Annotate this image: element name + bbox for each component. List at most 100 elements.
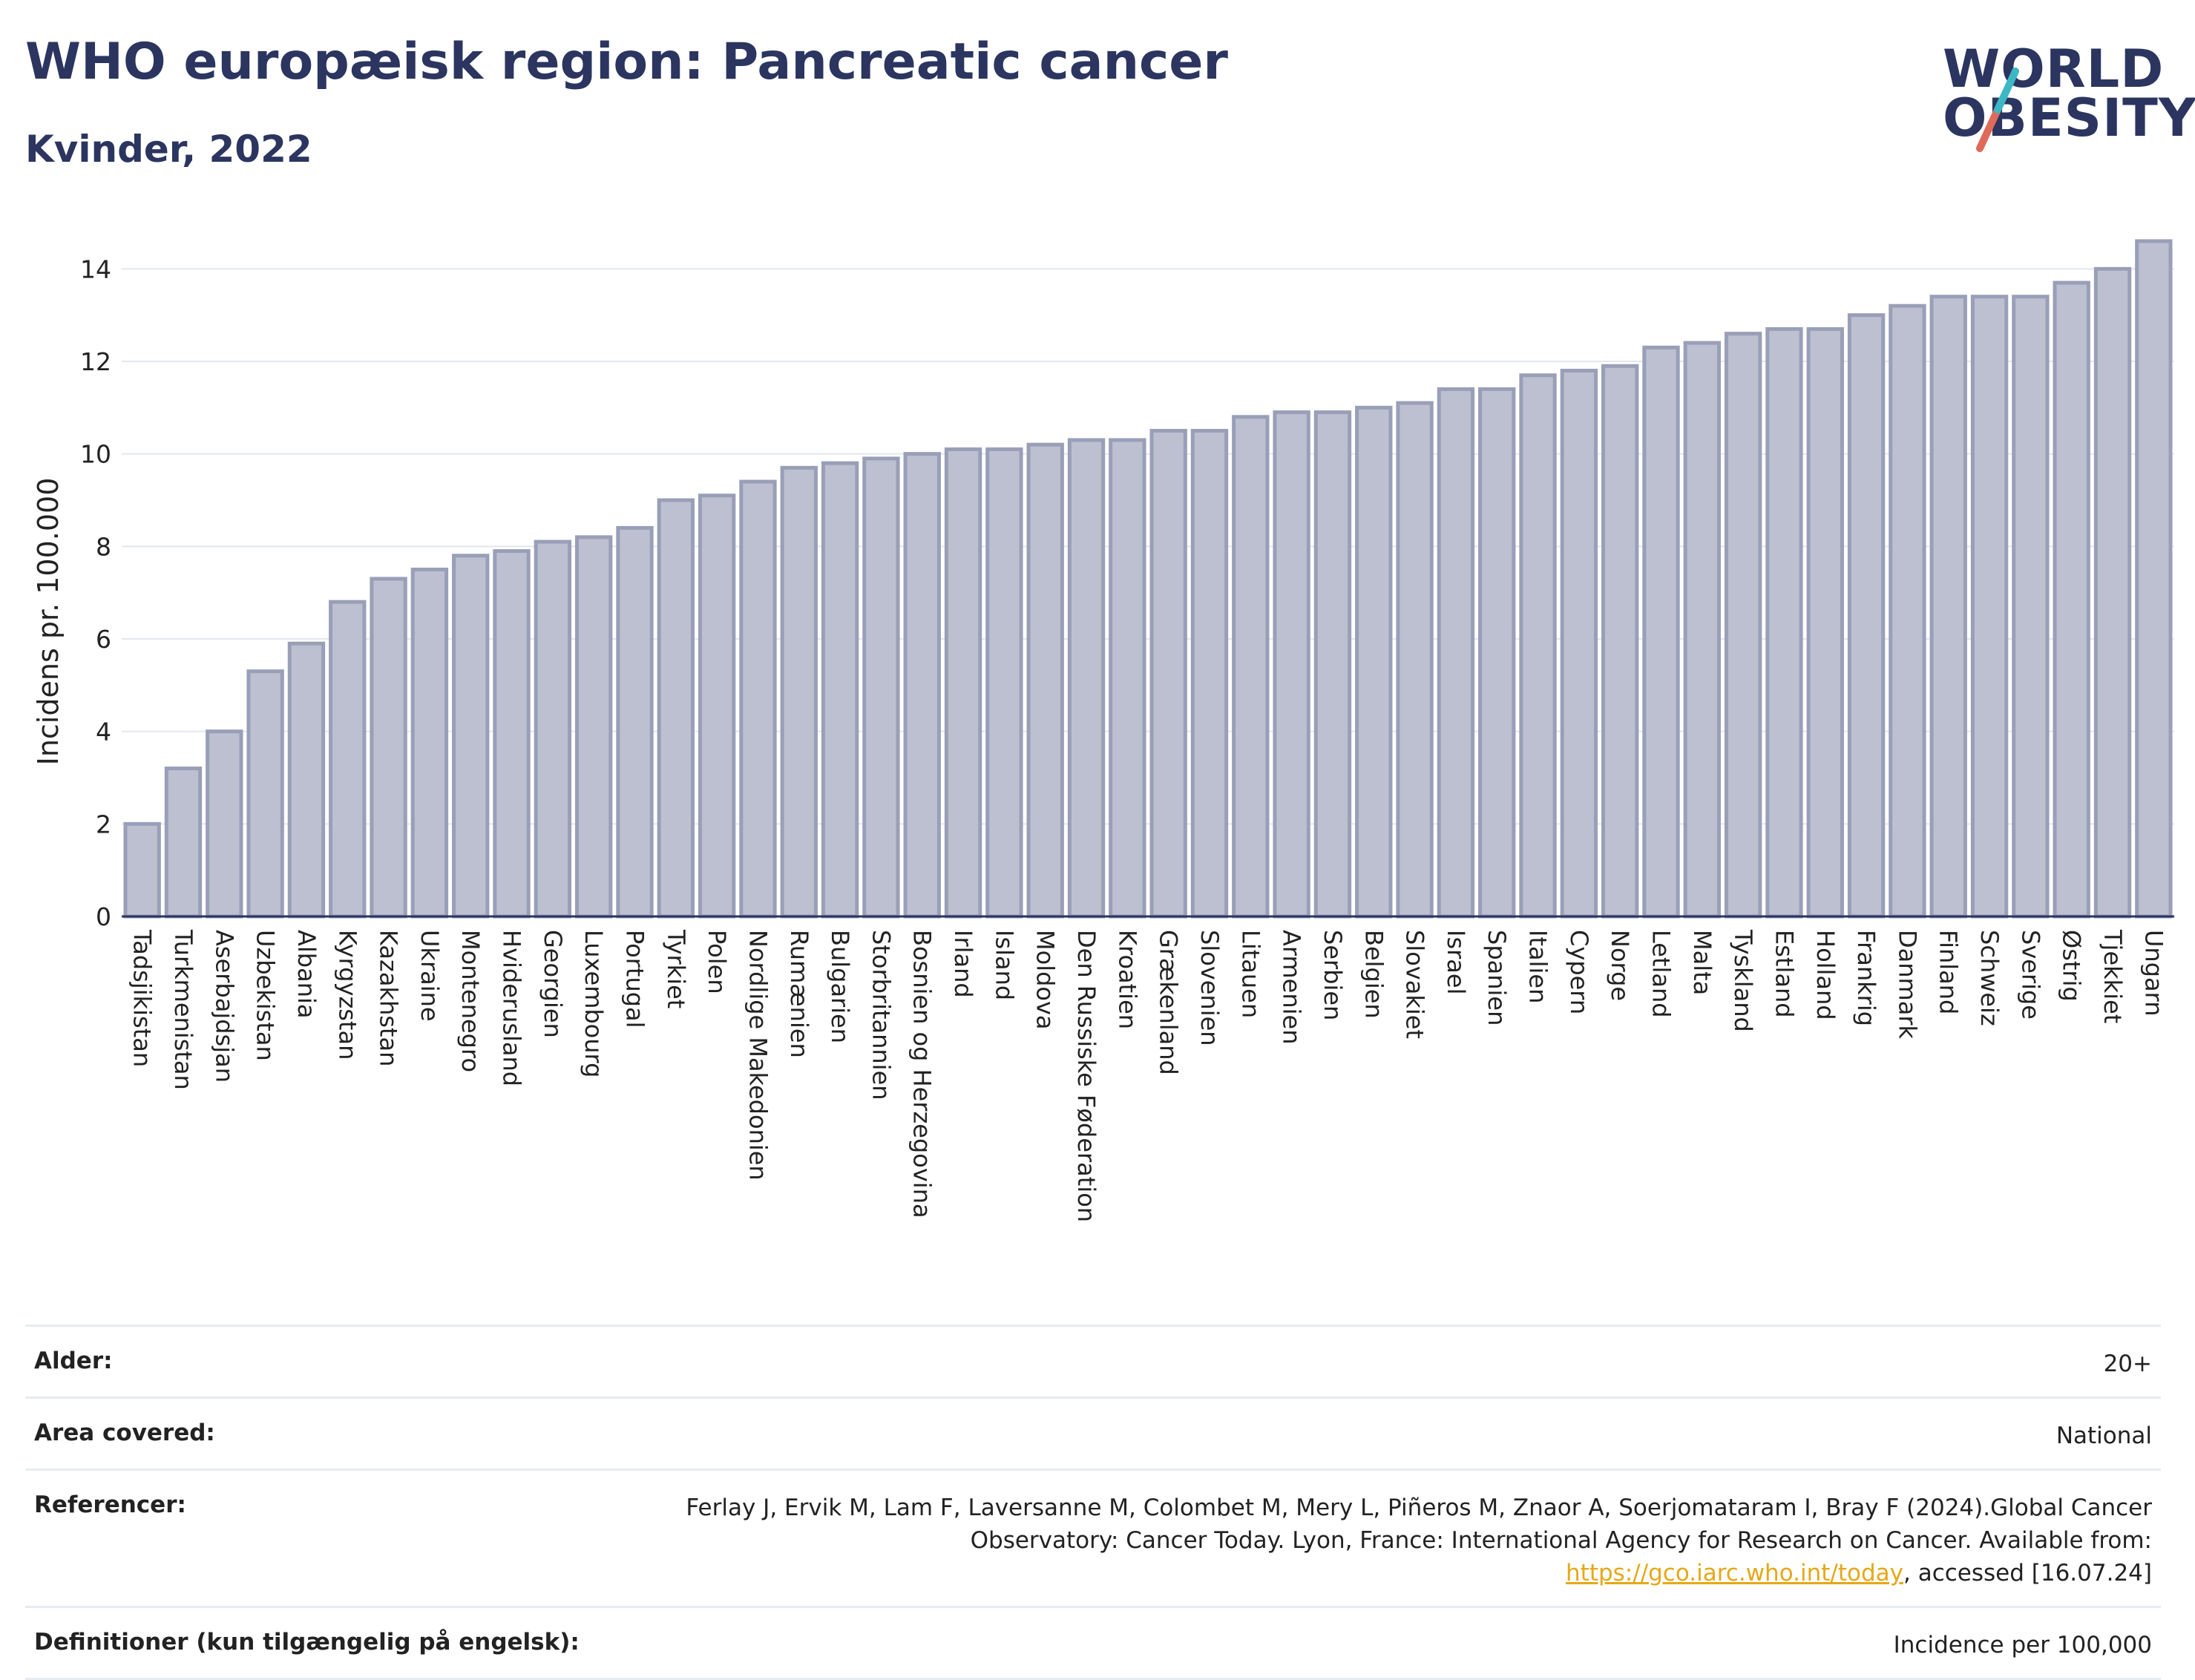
bar	[1437, 387, 1475, 919]
bar	[862, 456, 900, 919]
x-tick-label: Danmark	[1893, 930, 1921, 1039]
reference-link[interactable]: https://gco.iarc.who.int/today	[1566, 1560, 1903, 1587]
meta-row-age: Alder: 20+	[25, 1325, 2161, 1397]
x-tick-label: Tadsjikistan	[128, 929, 157, 1067]
bar	[1355, 405, 1393, 919]
bar	[534, 539, 572, 919]
bar	[1026, 442, 1064, 919]
bar	[206, 729, 243, 919]
meta-label-definitions: Definitioner (kun tilgængelig på engelsk…	[34, 1629, 580, 1656]
bar	[1847, 313, 1886, 919]
bar	[985, 447, 1023, 919]
x-tick-label: Kyrgyzstan	[333, 930, 361, 1060]
x-tick-label: Malta	[1688, 930, 1716, 995]
bar	[493, 549, 531, 919]
y-tick-label: 0	[96, 902, 111, 931]
bar	[1519, 373, 1557, 919]
bar	[164, 767, 203, 919]
x-tick-label: Montenegro	[456, 930, 485, 1072]
x-tick-label: Uzbekistan	[252, 930, 280, 1061]
x-tick-label: Kazakhstan	[375, 930, 403, 1066]
bar	[123, 821, 161, 919]
bar	[1560, 368, 1598, 919]
x-tick-label: Den Russiske Føderation	[1072, 930, 1100, 1222]
x-tick-label: Kroatien	[1113, 930, 1141, 1029]
bar	[1478, 387, 1516, 919]
x-tick-label: Hviderusland	[498, 930, 526, 1086]
bar	[452, 554, 490, 919]
bar	[944, 447, 982, 919]
bar	[1067, 438, 1106, 919]
x-tick-label: Bulgarien	[826, 930, 854, 1043]
bars	[123, 239, 2173, 919]
bar	[574, 535, 613, 919]
x-tick-label: Rumænien	[785, 930, 813, 1058]
x-axis-labels: Tadsjikistan Turkmenistan Aserbajdsjan Uzbe…	[128, 929, 2168, 1222]
x-tick-label: Serbien	[1319, 930, 1347, 1020]
bar	[246, 669, 284, 919]
reference-text: Ferlay J, Ervik M, Lam F, Laversanne M, …	[686, 1494, 2152, 1554]
x-tick-label: Albania	[292, 930, 321, 1018]
x-tick-label: Georgien	[539, 930, 567, 1038]
bar	[2093, 266, 2132, 919]
x-tick-label: Nordlige Makedonien	[744, 930, 772, 1181]
x-tick-label: Letland	[1647, 930, 1676, 1018]
bar	[780, 465, 818, 919]
meta-value-references: Ferlay J, Ervik M, Lam F, Laversanne M, …	[623, 1492, 2152, 1589]
logo-slash-icon	[1976, 68, 2019, 152]
bar-chart: 0 2 4 6 8 10 12 14 Tadsjikistan Turkmenistan Aser…	[32, 239, 2174, 1222]
meta-label-age: Alder:	[34, 1348, 113, 1374]
x-tick-label: Island	[990, 930, 1018, 1000]
logo-word-world: WORLD	[1943, 39, 2165, 99]
meta-row-area: Area covered: National	[25, 1397, 2161, 1469]
bar	[1601, 364, 1639, 919]
bar	[1929, 295, 1967, 919]
bar	[2135, 239, 2173, 919]
bar	[287, 641, 326, 919]
bar	[657, 498, 695, 919]
x-tick-label: Frankrig	[1852, 930, 1880, 1026]
bar	[616, 525, 654, 919]
bar	[698, 493, 736, 919]
y-tick-label: 6	[96, 625, 111, 654]
x-tick-label: Litauen	[1236, 930, 1264, 1018]
bar	[903, 452, 941, 919]
x-tick-label: Storbritannien	[867, 930, 895, 1100]
x-tick-label: Armenien	[1278, 930, 1306, 1044]
x-tick-label: Luxembourg	[580, 930, 608, 1077]
x-tick-label: Tyskland	[1729, 929, 1757, 1032]
page-subtitle: Kvinder, 2022	[25, 128, 312, 171]
bar	[1765, 327, 1803, 919]
x-tick-label: Tjekkiet	[2099, 929, 2127, 1023]
x-tick-label: Estland	[1770, 930, 1798, 1018]
bar	[1970, 295, 2009, 919]
x-tick-label: Turkmenistan	[169, 929, 197, 1090]
x-tick-label: Grækenland	[1155, 930, 1183, 1075]
x-tick-label: Moldova	[1031, 930, 1060, 1030]
bar	[410, 568, 449, 919]
x-tick-label: Ungarn	[2139, 930, 2168, 1017]
x-tick-label: Holland	[1811, 930, 1840, 1020]
world-obesity-logo: WORLD OBESITY	[1929, 30, 2195, 163]
y-axis-label: Incidens pr. 100.000	[32, 478, 65, 766]
y-axis-ticks: 0 2 4 6 8 10 12 14	[80, 255, 111, 931]
bar	[1232, 415, 1270, 919]
bar	[1806, 327, 1844, 919]
bar	[1109, 438, 1146, 919]
x-tick-label: Sverige	[2016, 930, 2044, 1020]
x-tick-label: Slovenien	[1195, 930, 1224, 1046]
y-tick-label: 12	[80, 347, 111, 376]
bar	[1683, 341, 1722, 919]
y-tick-label: 14	[80, 255, 111, 283]
bar	[1149, 429, 1187, 919]
x-tick-label: Finland	[1935, 930, 1963, 1014]
bar	[821, 461, 859, 919]
x-tick-label: Schweiz	[1975, 930, 2004, 1026]
bar	[1396, 401, 1434, 919]
y-tick-label: 10	[80, 440, 111, 469]
x-tick-label: Portugal	[621, 930, 649, 1028]
meta-value-age: 20+	[2103, 1351, 2152, 1377]
y-tick-label: 2	[96, 810, 111, 839]
x-tick-label: Tyrkiet	[662, 929, 690, 1008]
x-tick-label: Østrig	[2058, 930, 2086, 1002]
